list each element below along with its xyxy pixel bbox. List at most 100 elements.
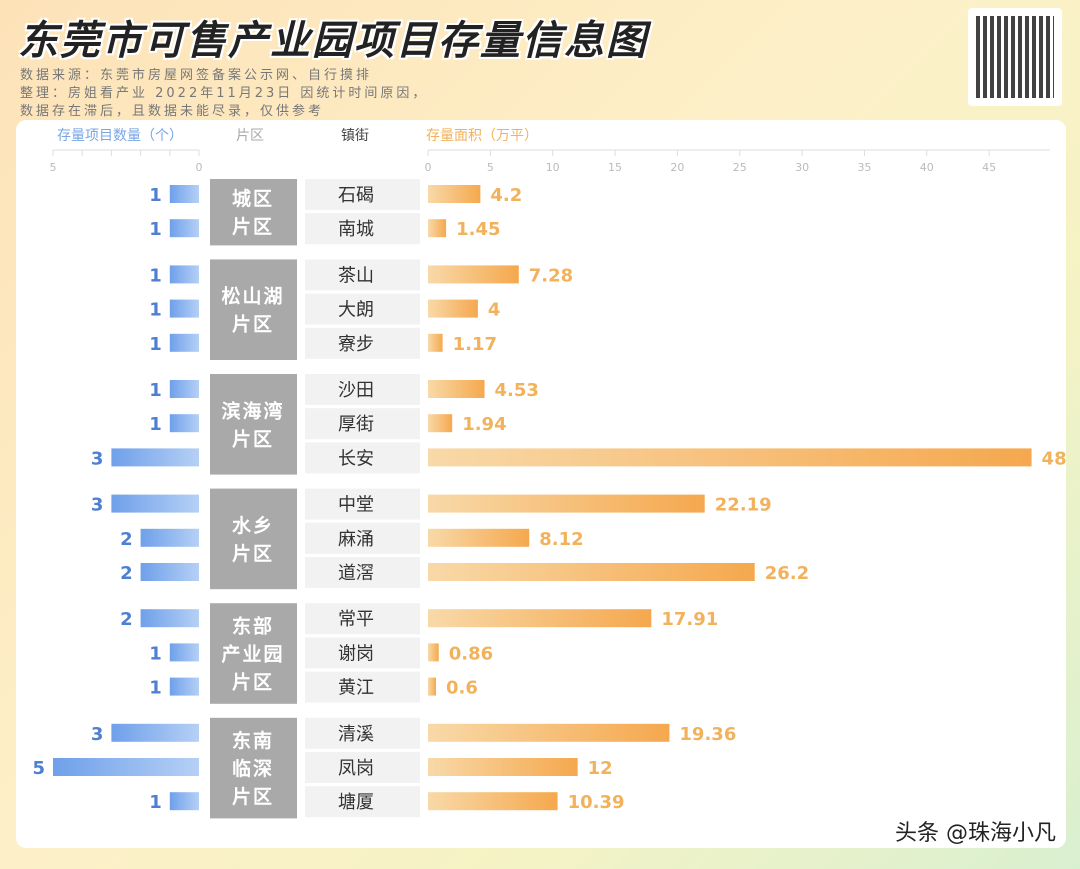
count-bar <box>169 219 199 238</box>
area-label: 4 <box>488 300 501 321</box>
count-label: 1 <box>149 185 162 206</box>
town-label: 常平 <box>338 609 374 630</box>
count-label: 5 <box>32 758 45 779</box>
zone-label: 片区 <box>232 671 274 694</box>
count-label: 1 <box>149 219 162 240</box>
zone-label: 片区 <box>232 785 274 808</box>
count-label: 1 <box>149 334 162 355</box>
count-label: 3 <box>91 448 104 469</box>
area-label: 4.2 <box>490 185 522 206</box>
area-tick-label: 20 <box>670 161 684 174</box>
area-bar <box>428 758 578 776</box>
area-label: 10.39 <box>568 792 625 813</box>
zone-box <box>210 179 297 246</box>
chart-panel: 存量项目数量（个） 片区 镇街 存量面积（万平） 5 0 0 5 10 15 20 25 30 35 40 4… <box>16 120 1066 848</box>
town-label: 长安 <box>338 448 374 469</box>
area-label: 0.6 <box>446 678 478 699</box>
zone-label: 片区 <box>232 215 274 238</box>
town-header: 镇街 <box>341 128 369 144</box>
count-bar <box>53 758 199 776</box>
area-bar <box>428 448 1032 467</box>
count-bar <box>169 265 199 284</box>
town-cell <box>305 637 420 669</box>
count-label: 1 <box>149 643 162 664</box>
count-tick-label: 0 <box>196 161 203 174</box>
count-header: 存量项目数量（个） <box>57 128 183 144</box>
count-bar <box>169 185 199 203</box>
zone-label: 片区 <box>232 313 274 336</box>
area-tick-label: 35 <box>857 161 871 174</box>
area-bar <box>428 333 443 352</box>
count-bar <box>169 333 199 352</box>
area-label: 8.12 <box>539 529 583 550</box>
area-bar <box>428 563 755 581</box>
zone-box <box>210 717 297 819</box>
count-bar <box>169 792 199 811</box>
area-label: 17.91 <box>661 609 718 630</box>
area-bar <box>428 609 652 628</box>
area-bar <box>428 185 481 203</box>
count-tick-label: 5 <box>50 161 57 174</box>
town-cell <box>305 603 420 635</box>
count-label: 2 <box>120 563 133 584</box>
town-label: 黄江 <box>338 678 374 699</box>
area-label: 4.53 <box>494 380 538 401</box>
area-bar <box>428 723 670 742</box>
count-bar <box>169 380 199 398</box>
town-label: 茶山 <box>338 265 374 286</box>
zone-box <box>210 603 297 704</box>
town-label: 中堂 <box>338 495 374 516</box>
town-cell <box>305 293 420 325</box>
zone-label: 产业园 <box>221 643 284 666</box>
area-label: 12 <box>588 758 613 779</box>
town-cell <box>305 786 420 818</box>
source-note: 数据来源：东莞市房屋网签备案公示网、自行摸排 <box>20 68 373 83</box>
town-label: 麻涌 <box>338 529 374 550</box>
area-bar <box>428 299 478 318</box>
area-bar <box>428 414 453 433</box>
area-tick-label: 10 <box>546 161 560 174</box>
town-cell <box>305 522 420 554</box>
area-tick-label: 45 <box>982 161 996 174</box>
town-label: 大朗 <box>338 300 374 321</box>
count-bar <box>140 563 199 581</box>
town-cell <box>305 442 420 474</box>
watermark: 头条 @珠海小凡 <box>895 821 1056 846</box>
count-label: 1 <box>149 265 162 286</box>
area-label: 0.86 <box>449 643 493 664</box>
town-label: 凤岗 <box>338 758 374 779</box>
area-label: 1.17 <box>453 334 497 355</box>
count-label: 3 <box>91 724 104 745</box>
zone-box <box>210 259 297 360</box>
area-bar <box>428 643 439 662</box>
area-tick-label: 5 <box>487 161 494 174</box>
count-bar <box>111 448 199 467</box>
zone-box <box>210 374 297 475</box>
town-cell <box>305 717 420 749</box>
count-bar <box>111 723 199 742</box>
area-bar <box>428 528 530 547</box>
area-bar <box>428 792 558 811</box>
town-label: 清溪 <box>338 724 374 745</box>
area-label: 1.94 <box>462 414 506 435</box>
count-label: 1 <box>149 300 162 321</box>
town-cell <box>305 213 420 245</box>
area-label: 48.4 <box>1042 448 1066 469</box>
town-cell <box>305 557 420 588</box>
count-bar <box>169 299 199 318</box>
area-tick-label: 15 <box>608 161 622 174</box>
area-tick-label: 30 <box>795 161 809 174</box>
count-bar <box>169 414 199 433</box>
chart: 存量项目数量（个） 片区 镇街 存量面积（万平）5 0 0 5 10 15 20 25 30 35 40 4… <box>32 128 1066 819</box>
count-label: 1 <box>149 678 162 699</box>
area-label: 26.2 <box>765 563 809 584</box>
town-label: 石碣 <box>338 185 374 206</box>
town-label: 沙田 <box>338 380 374 401</box>
area-bar <box>428 219 447 238</box>
zone-label: 东部 <box>232 615 274 638</box>
zone-label: 片区 <box>232 542 274 565</box>
town-label: 南城 <box>338 219 374 240</box>
area-tick-label: 0 <box>425 161 432 174</box>
area-tick-label: 40 <box>920 161 934 174</box>
count-bar <box>111 494 199 513</box>
